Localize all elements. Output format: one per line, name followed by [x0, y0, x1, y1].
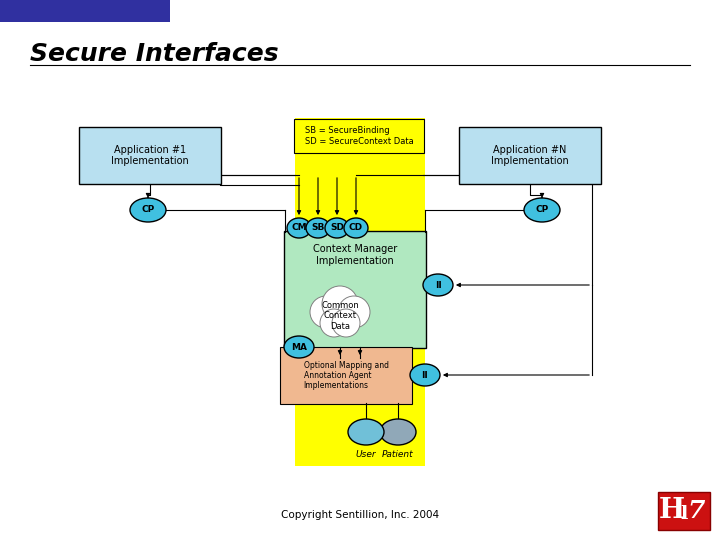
- Circle shape: [322, 286, 358, 322]
- FancyBboxPatch shape: [280, 347, 412, 404]
- Circle shape: [310, 296, 342, 328]
- Ellipse shape: [423, 274, 453, 296]
- Text: Patient: Patient: [382, 450, 414, 459]
- Text: Optional Mapping and
Annotation Agent
Implementations: Optional Mapping and Annotation Agent Im…: [304, 361, 389, 390]
- Text: Application #N
Implementation: Application #N Implementation: [491, 145, 569, 166]
- Ellipse shape: [325, 218, 349, 238]
- Text: SB = SecureBinding
SD = SecureContext Data: SB = SecureBinding SD = SecureContext Da…: [305, 126, 413, 146]
- Text: Copyright Sentillion, Inc. 2004: Copyright Sentillion, Inc. 2004: [281, 510, 439, 520]
- Ellipse shape: [287, 218, 311, 238]
- Text: l: l: [680, 505, 688, 523]
- FancyBboxPatch shape: [295, 118, 425, 466]
- Text: II: II: [422, 370, 428, 380]
- Text: Application #1
Implementation: Application #1 Implementation: [111, 145, 189, 166]
- Circle shape: [338, 296, 370, 328]
- Ellipse shape: [348, 419, 384, 445]
- FancyBboxPatch shape: [0, 0, 170, 22]
- Circle shape: [332, 309, 360, 337]
- Text: Common
Context
Data: Common Context Data: [321, 301, 359, 331]
- FancyBboxPatch shape: [658, 492, 710, 530]
- Text: Secure Interfaces: Secure Interfaces: [30, 42, 279, 66]
- Text: CP: CP: [141, 206, 155, 214]
- Text: MA: MA: [291, 342, 307, 352]
- Ellipse shape: [344, 218, 368, 238]
- Text: SD: SD: [330, 224, 344, 233]
- Ellipse shape: [130, 198, 166, 222]
- FancyBboxPatch shape: [284, 231, 426, 348]
- Text: CM: CM: [291, 224, 307, 233]
- Text: CP: CP: [536, 206, 549, 214]
- FancyBboxPatch shape: [294, 119, 424, 153]
- Ellipse shape: [306, 218, 330, 238]
- Ellipse shape: [524, 198, 560, 222]
- Text: H: H: [659, 497, 685, 524]
- Circle shape: [320, 309, 348, 337]
- FancyBboxPatch shape: [459, 127, 601, 184]
- FancyBboxPatch shape: [79, 127, 221, 184]
- Text: II: II: [435, 280, 441, 289]
- Text: CD: CD: [349, 224, 363, 233]
- Ellipse shape: [284, 336, 314, 358]
- Text: 7: 7: [688, 499, 705, 523]
- Text: User: User: [356, 450, 377, 459]
- Ellipse shape: [380, 419, 416, 445]
- Text: SB: SB: [311, 224, 325, 233]
- Text: Context Manager
Implementation: Context Manager Implementation: [313, 244, 397, 266]
- Ellipse shape: [410, 364, 440, 386]
